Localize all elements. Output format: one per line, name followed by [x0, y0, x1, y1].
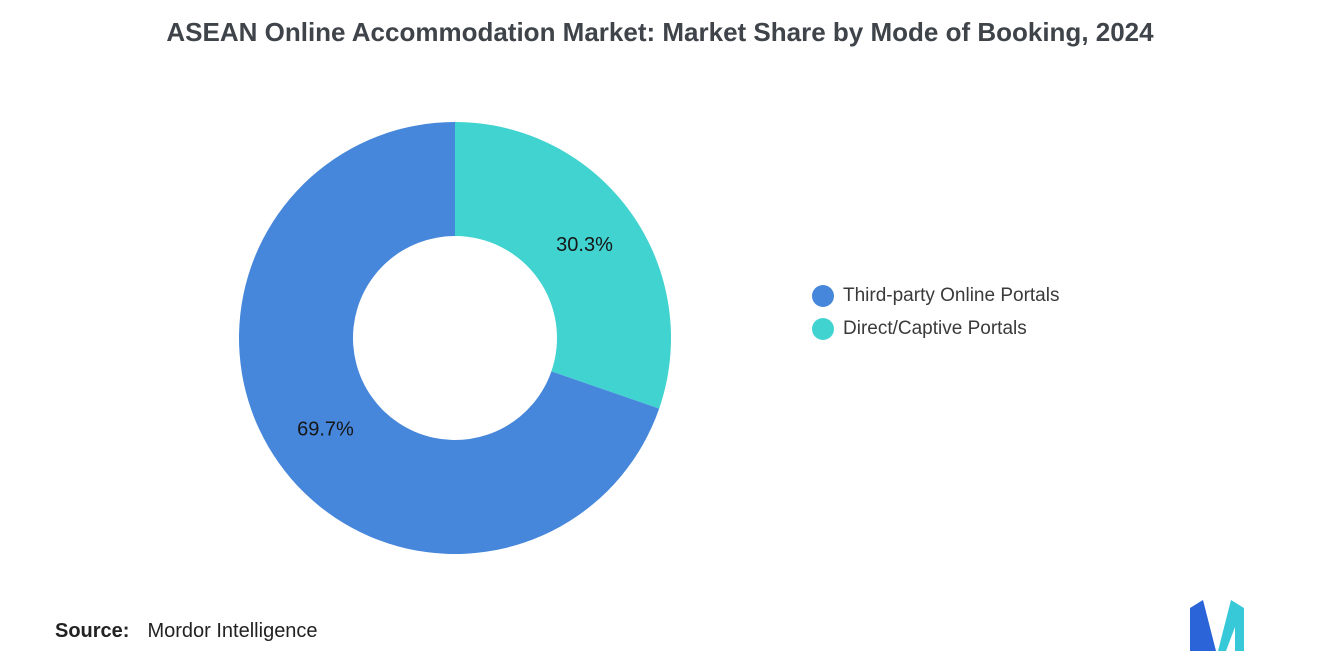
- source-label: Source:: [55, 620, 130, 642]
- legend-dot: [812, 285, 834, 307]
- chart-title: ASEAN Online Accommodation Market: Marke…: [166, 17, 1154, 47]
- legend-label: Third-party Online Portals: [843, 285, 1060, 306]
- slice-label: 69.7%: [297, 419, 354, 441]
- donut-chart-svg: 30.3% 69.7%: [239, 122, 671, 554]
- legend: Third-party Online Portals Direct/Captiv…: [812, 285, 1059, 340]
- logo-left-shape: [1190, 600, 1216, 651]
- legend-item: Direct/Captive Portals: [812, 318, 1059, 340]
- legend-label: Direct/Captive Portals: [843, 318, 1027, 339]
- donut-chart: 30.3% 69.7%: [238, 121, 672, 555]
- mordor-intelligence-logo: [1190, 597, 1250, 651]
- donut-slice-direct-captive-portals: [455, 122, 671, 409]
- logo-right-shape: [1218, 600, 1244, 651]
- slice-label: 30.3%: [556, 234, 613, 256]
- donut-slice-third-party-online-portals: [239, 122, 660, 554]
- logo-svg: [1190, 600, 1244, 651]
- source-note: Source: Mordor Intelligence: [55, 620, 318, 643]
- legend-item: Third-party Online Portals: [812, 285, 1059, 307]
- source-value: Mordor Intelligence: [147, 620, 318, 642]
- legend-dot: [812, 318, 834, 340]
